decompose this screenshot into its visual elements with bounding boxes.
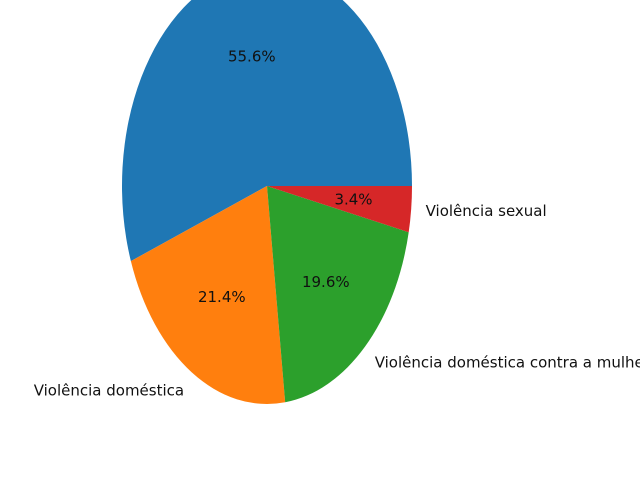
- pct-label: 55.6%: [228, 48, 276, 66]
- category-label: Violência doméstica contra a mulher: [375, 353, 640, 371]
- pie-slice-unlabeled: [122, 0, 412, 262]
- pie-labels: 55.6% 21.4% Violência doméstica 19.6% Violên…: [34, 48, 640, 400]
- pie-slices: [122, 0, 412, 404]
- pct-label: 21.4%: [198, 288, 246, 306]
- category-label: Violência sexual: [426, 202, 547, 220]
- pct-label: 19.6%: [302, 273, 350, 291]
- pie-slice-violencia-sexual: [267, 186, 412, 233]
- pie-slice-violencia-domestica: [130, 186, 286, 404]
- pct-label: 3.4%: [334, 190, 372, 208]
- pie-slice-violencia-domestica-contra-a-mulher: [267, 186, 409, 403]
- category-label: Violência doméstica: [34, 381, 184, 399]
